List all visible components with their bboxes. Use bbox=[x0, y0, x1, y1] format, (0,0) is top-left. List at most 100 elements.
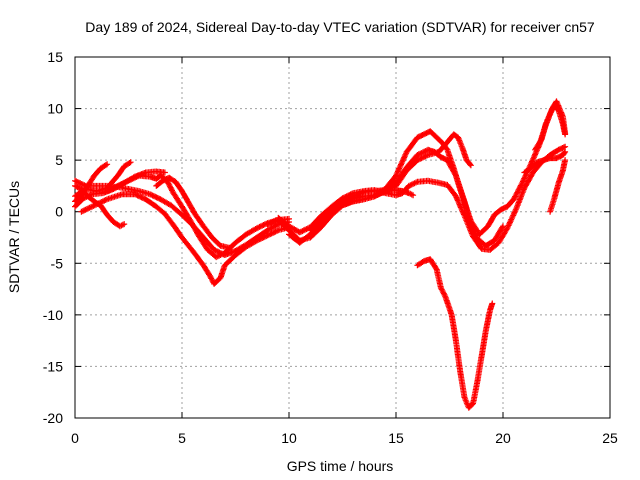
data-point bbox=[467, 406, 470, 409]
data-point bbox=[380, 192, 382, 194]
data-point bbox=[224, 252, 226, 254]
data-point bbox=[500, 208, 502, 211]
data-point bbox=[91, 193, 93, 195]
data-point bbox=[472, 235, 474, 238]
data-point bbox=[446, 184, 449, 186]
data-point bbox=[487, 225, 489, 227]
data-point bbox=[506, 205, 509, 208]
data-point bbox=[452, 133, 455, 136]
data-point bbox=[523, 187, 526, 189]
data-point bbox=[181, 205, 183, 208]
x-tick-label: 25 bbox=[602, 430, 618, 446]
x-tick-label: 10 bbox=[281, 430, 297, 446]
data-point bbox=[172, 192, 175, 194]
data-point bbox=[416, 264, 419, 267]
tick-marks bbox=[74, 56, 611, 419]
data-point bbox=[82, 197, 85, 200]
data-point bbox=[181, 214, 183, 216]
data-point bbox=[427, 179, 429, 182]
y-tick-label: 5 bbox=[55, 152, 63, 168]
chart-title: Day 189 of 2024, Sidereal Day-to-day VTE… bbox=[85, 19, 595, 35]
data-point bbox=[84, 185, 87, 187]
data-point bbox=[99, 167, 102, 170]
data-point bbox=[455, 195, 457, 198]
data-point bbox=[119, 225, 121, 227]
data-point bbox=[106, 190, 108, 192]
data-point bbox=[438, 182, 440, 184]
series-track-14 bbox=[414, 256, 496, 411]
data-point bbox=[452, 167, 455, 170]
data-point bbox=[266, 234, 269, 237]
data-point bbox=[309, 233, 312, 236]
data-point bbox=[438, 151, 440, 153]
x-tick-label: 20 bbox=[495, 430, 511, 446]
data-point bbox=[476, 381, 479, 383]
data-point bbox=[463, 215, 466, 217]
data-point bbox=[536, 161, 539, 164]
data-point bbox=[427, 154, 429, 156]
data-point bbox=[416, 159, 419, 161]
x-tick-label: 15 bbox=[388, 430, 404, 446]
data-point bbox=[423, 260, 425, 263]
data-point bbox=[506, 227, 509, 230]
data-point bbox=[74, 205, 76, 208]
data-point bbox=[174, 181, 177, 183]
data-point bbox=[234, 250, 237, 252]
x-tick-label: 5 bbox=[178, 430, 186, 446]
data-point bbox=[219, 244, 222, 247]
data-point bbox=[74, 179, 76, 182]
data-point bbox=[564, 145, 566, 148]
data-point bbox=[91, 205, 93, 208]
tick-labels: 0 5 10 15 20 25 -20 -15 -10 -5 0 5 10 15 bbox=[43, 49, 618, 446]
y-tick-label: -20 bbox=[43, 410, 63, 426]
data-point bbox=[395, 189, 397, 191]
data-point bbox=[408, 185, 410, 187]
data-point bbox=[298, 241, 301, 244]
data-point bbox=[191, 250, 194, 252]
data-point bbox=[416, 136, 419, 139]
y-tick-label: -10 bbox=[43, 307, 63, 323]
data-point bbox=[557, 182, 560, 184]
data-point bbox=[523, 171, 526, 174]
data-point bbox=[159, 174, 162, 177]
data-point bbox=[435, 136, 438, 139]
data-point bbox=[444, 143, 447, 146]
data-point bbox=[557, 109, 560, 112]
data-point bbox=[562, 123, 564, 125]
data-point bbox=[461, 195, 464, 198]
data-point bbox=[489, 308, 491, 311]
data-point bbox=[149, 193, 151, 195]
data-point bbox=[493, 239, 496, 242]
data-point bbox=[557, 149, 560, 151]
data-point bbox=[149, 175, 151, 178]
data-point bbox=[106, 198, 108, 201]
data-point bbox=[181, 190, 183, 192]
grid bbox=[75, 57, 610, 418]
data-point bbox=[485, 244, 487, 247]
data-point bbox=[532, 171, 534, 174]
data-point bbox=[121, 193, 123, 195]
y-tick-label: -5 bbox=[51, 255, 64, 271]
data-point bbox=[123, 165, 126, 168]
data-point bbox=[189, 220, 192, 222]
data-point bbox=[194, 212, 196, 215]
data-point bbox=[129, 161, 132, 164]
data-point bbox=[288, 218, 290, 220]
data-point bbox=[542, 159, 545, 161]
data-point bbox=[331, 208, 333, 211]
data-point bbox=[341, 203, 344, 206]
data-point bbox=[215, 256, 218, 258]
data-point bbox=[288, 233, 290, 236]
data-point bbox=[444, 295, 447, 298]
data-point bbox=[405, 169, 408, 172]
data-point bbox=[320, 217, 322, 219]
data-point bbox=[198, 235, 200, 238]
data-point bbox=[245, 245, 247, 248]
data-point bbox=[277, 229, 280, 232]
data-point bbox=[386, 190, 389, 192]
data-point bbox=[320, 226, 322, 228]
data-point bbox=[161, 179, 164, 182]
data-point bbox=[446, 149, 449, 151]
data-point bbox=[144, 171, 147, 174]
data-point bbox=[395, 185, 397, 187]
